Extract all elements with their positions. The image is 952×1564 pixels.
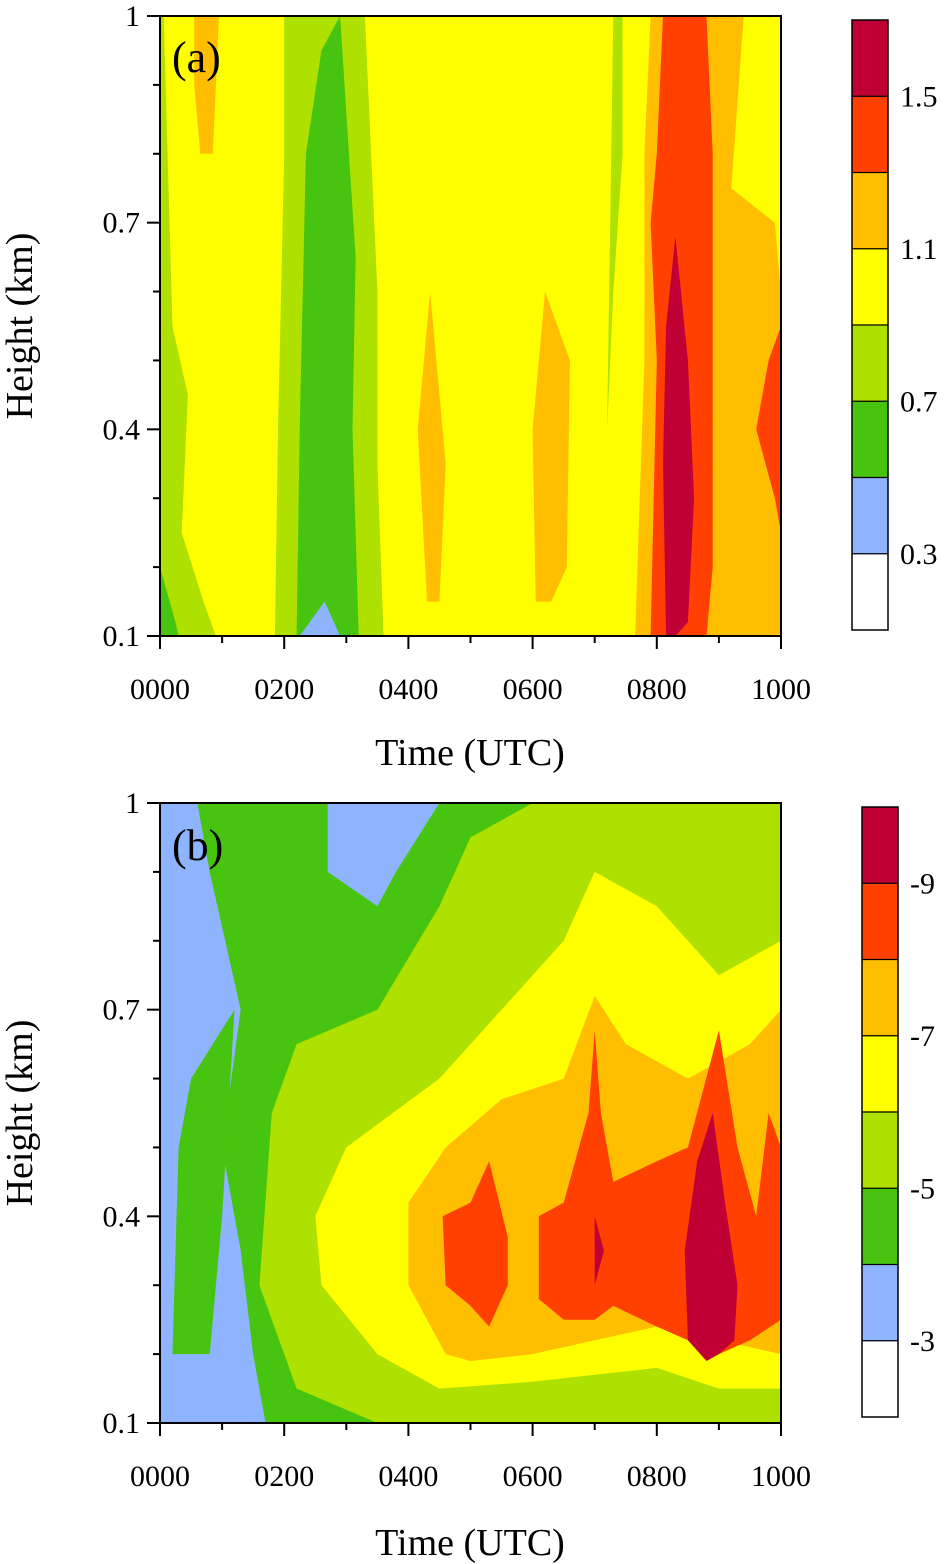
y-tick-label-a: 1 — [125, 0, 140, 33]
colorbar-frame-b — [861, 806, 899, 1418]
y-tick-label-b: 1 — [125, 787, 140, 820]
contour-region-a-blue-patch — [299, 601, 341, 636]
contour-region-a-green-strip-left — [160, 567, 179, 636]
y-tick-label-a: 0.4 — [103, 413, 141, 446]
colorbar-label-b: -3 — [910, 1325, 935, 1358]
colorbar-label-b: -7 — [910, 1020, 935, 1053]
colorbar-swatch-a — [852, 96, 888, 173]
y-axis-title-a: Height (km) — [0, 233, 41, 420]
axes-b: 0000 0200 0400 0600 0800 1000 0.1 0.4 0.7 1 — [103, 787, 812, 1493]
x-tick-label-b: 1000 — [751, 1460, 811, 1493]
x-tick-label-a: 0400 — [378, 673, 438, 706]
y-axis-title-b: Height (km) — [0, 1020, 41, 1207]
colorbar-swatch-a — [852, 325, 888, 402]
colorbar-label-a: 1.5 — [900, 80, 938, 113]
contour-region-a-light-green-0715 — [607, 16, 623, 430]
colorbar-swatch-b — [862, 1340, 898, 1418]
colorbar-swatch-b — [862, 1112, 898, 1189]
colorbar-a: 0.3 0.7 1.1 1.5 — [851, 19, 938, 631]
contour-region-b-blue-top — [327, 803, 440, 907]
contour-region-a-light-green-band-left — [160, 16, 216, 636]
contour-fill-a — [160, 16, 781, 636]
x-axis-title-b: Time (UTC) — [375, 1522, 565, 1564]
colorbar-swatch-a — [852, 553, 888, 631]
colorbar-label-a: 1.1 — [900, 233, 938, 266]
contour-region-b-crimson-0900 — [684, 1113, 738, 1361]
x-tick-label-a: 0000 — [130, 673, 190, 706]
y-tick-label-a: 0.1 — [103, 620, 141, 653]
colorbar-swatch-a — [852, 401, 888, 478]
x-tick-label-a: 0600 — [503, 673, 563, 706]
x-tick-label-b: 0600 — [503, 1460, 563, 1493]
colorbar-swatch-b — [862, 807, 898, 884]
panel-a: 0000 0200 0400 0600 0800 1000 0.1 0.4 0.7 1 (a) T… — [0, 0, 938, 774]
colorbar-label-a: 0.3 — [900, 538, 938, 571]
y-tick-label-b: 0.4 — [103, 1200, 141, 1233]
contour-region-b-green-left — [172, 1009, 235, 1355]
colorbar-label-b: -5 — [910, 1172, 935, 1205]
y-tick-label-a: 0.7 — [103, 207, 141, 240]
colorbar-swatch-a — [852, 20, 888, 97]
x-tick-label-a: 0800 — [627, 673, 687, 706]
x-tick-label-b: 0200 — [254, 1460, 314, 1493]
colorbar-swatch-b — [862, 959, 898, 1037]
colorbar-label-b: -9 — [910, 867, 935, 900]
axes-a: 0000 0200 0400 0600 0800 1000 0.1 0.4 0.7 1 — [103, 0, 812, 706]
x-tick-label-b: 0800 — [627, 1460, 687, 1493]
x-axis-title-a: Time (UTC) — [375, 732, 565, 774]
colorbar-swatch-b — [862, 1188, 898, 1265]
contour-region-a-orange-0630 — [532, 291, 570, 602]
colorbar-b: -3 -5 -7 -9 — [861, 806, 935, 1418]
colorbar-swatch-b — [862, 1035, 898, 1113]
x-tick-label-a: 0200 — [254, 673, 314, 706]
colorbar-swatch-b — [862, 883, 898, 960]
contour-region-a-red-0950 — [756, 326, 781, 533]
x-tick-label-a: 1000 — [751, 673, 811, 706]
panel-label-b: (b) — [172, 821, 223, 870]
contour-region-b-red-0500 — [442, 1161, 508, 1327]
x-tick-label-b: 0400 — [378, 1460, 438, 1493]
contour-region-a-orange-0430 — [417, 291, 446, 602]
contour-region-a-crimson-0815 — [663, 236, 695, 636]
contour-region-b-crimson-0700-spot — [594, 1216, 604, 1286]
colorbar-swatch-a — [852, 172, 888, 250]
colorbar-swatch-a — [852, 477, 888, 555]
y-tick-label-b: 0.1 — [103, 1407, 141, 1440]
colorbar-swatch-a — [852, 248, 888, 326]
colorbar-swatch-b — [862, 1264, 898, 1342]
y-tick-label-b: 0.7 — [103, 994, 141, 1027]
contour-region-a-green-band-0230 — [296, 16, 359, 636]
colorbar-label-a: 0.7 — [900, 385, 938, 418]
contour-fill-b — [160, 803, 781, 1423]
x-tick-label-b: 0000 — [130, 1460, 190, 1493]
panel-label-a: (a) — [172, 33, 221, 82]
colorbar-frame-a — [851, 19, 889, 631]
contour-region-a-orange-0100 — [194, 16, 219, 154]
panel-b: 0000 0200 0400 0600 0800 1000 0.1 0.4 0.7 1 (b) T… — [0, 787, 935, 1564]
